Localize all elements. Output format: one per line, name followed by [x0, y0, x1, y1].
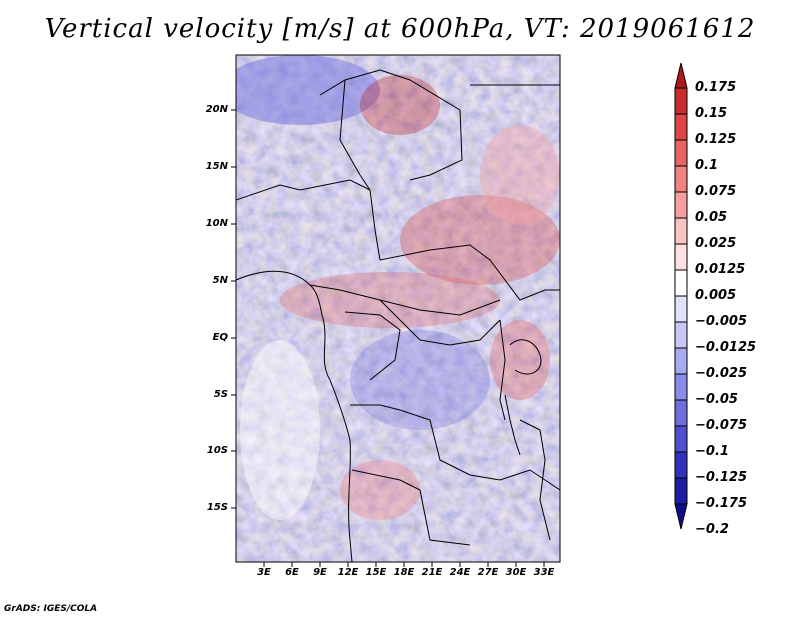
colorbar-label: −0.175	[695, 496, 748, 511]
map-title: Vertical velocity [m/s] at 600hPa, VT: 2…	[44, 14, 756, 44]
colorbar-label: 0.1	[695, 158, 719, 173]
colorbar-label: 0.15	[695, 106, 728, 121]
colorbar-label: −0.125	[695, 470, 748, 485]
colorbar-swatch	[674, 451, 688, 479]
colorbar-label: 0.075	[695, 184, 737, 199]
lat-label: 10S	[206, 445, 228, 456]
vertical-velocity-field	[236, 55, 560, 562]
colorbar-label: −0.005	[695, 314, 748, 329]
colorbar-label: −0.075	[695, 418, 748, 433]
lon-label: 33E	[533, 567, 555, 578]
colorbar-top-arrow	[674, 62, 688, 89]
lat-label: EQ	[212, 332, 228, 343]
colorbar-swatch	[674, 139, 688, 167]
colorbar-label: 0.005	[695, 288, 737, 303]
colorbar-swatch	[674, 373, 688, 401]
lat-label: 5S	[213, 389, 228, 400]
colorbar-swatch	[674, 295, 688, 323]
lat-label: 5N	[212, 275, 228, 286]
colorbar-swatch	[674, 217, 688, 245]
lat-label: 15S	[206, 502, 228, 513]
colorbar-swatch	[674, 191, 688, 219]
colorbar-swatch	[674, 165, 688, 193]
colorbar-label: 0.025	[695, 236, 737, 251]
credit-text: GrADS: IGES/COLA	[4, 604, 98, 614]
colorbar-label: −0.1	[695, 444, 729, 459]
colorbar-swatch	[674, 399, 688, 427]
colorbar-label: −0.2	[695, 522, 729, 537]
lon-label: 27E	[477, 567, 499, 578]
lat-label: 10N	[205, 218, 228, 229]
lon-label: 24E	[449, 567, 471, 578]
colorbar-swatch	[674, 347, 688, 375]
colorbar-swatch	[674, 321, 688, 349]
lon-label: 6E	[285, 567, 299, 578]
colorbar	[674, 62, 688, 530]
map-frame	[235, 54, 561, 563]
colorbar-label: −0.05	[695, 392, 738, 407]
colorbar-swatch	[674, 477, 688, 505]
colorbar-bottom-arrow	[674, 503, 688, 530]
lon-label: 3E	[257, 567, 271, 578]
lat-label: 20N	[205, 104, 228, 115]
colorbar-swatch	[674, 243, 688, 271]
colorbar-label: 0.0125	[695, 262, 746, 277]
lon-label: 9E	[313, 567, 327, 578]
lon-label: 15E	[365, 567, 387, 578]
lon-label: 30E	[505, 567, 527, 578]
colorbar-label: 0.05	[695, 210, 728, 225]
colorbar-swatch	[674, 269, 688, 297]
lon-label: 21E	[421, 567, 443, 578]
lon-label: 18E	[393, 567, 415, 578]
colorbar-swatch	[674, 113, 688, 141]
colorbar-swatch	[674, 425, 688, 453]
lon-label: 12E	[337, 567, 359, 578]
colorbar-label: −0.0125	[695, 340, 757, 355]
colorbar-label: 0.175	[695, 80, 737, 95]
colorbar-label: −0.025	[695, 366, 748, 381]
colorbar-label: 0.125	[695, 132, 737, 147]
colorbar-swatch	[674, 87, 688, 115]
lat-label: 15N	[205, 161, 228, 172]
